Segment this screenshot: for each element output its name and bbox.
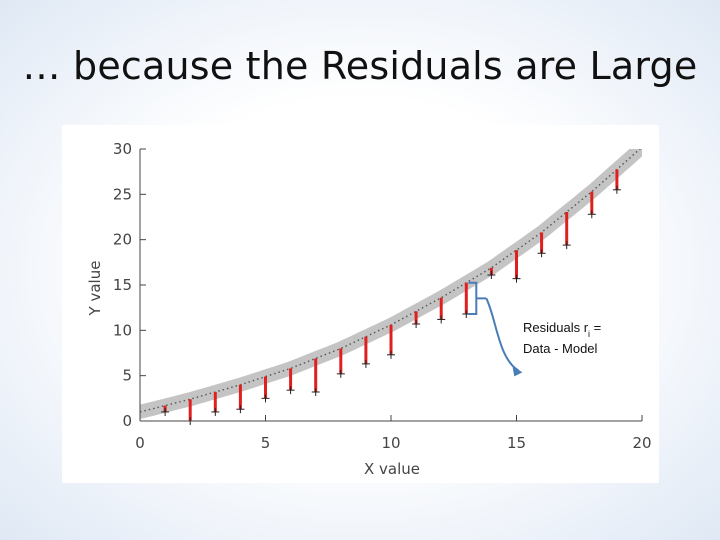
data-point bbox=[612, 185, 621, 194]
y-tick-label: 20 bbox=[113, 231, 132, 249]
y-axis-label: Y value bbox=[86, 261, 104, 317]
data-point bbox=[361, 359, 370, 368]
data-point bbox=[562, 241, 571, 250]
callout-arrowhead bbox=[512, 365, 523, 377]
data-point bbox=[487, 271, 496, 280]
model-curve-group bbox=[140, 149, 642, 419]
y-tick-label: 15 bbox=[113, 276, 132, 294]
tick-labels-group: 0 5 10 15 20 0 5 10 15 20 25 30 bbox=[113, 140, 652, 452]
chart-svg: 0 5 10 15 20 0 5 10 15 20 25 30 X value Y value Res… bbox=[86, 140, 652, 478]
y-tick-label: 0 bbox=[122, 412, 132, 430]
y-tick-label: 25 bbox=[113, 185, 132, 203]
callout-line-1-suffix: = bbox=[590, 320, 601, 335]
data-point bbox=[311, 387, 320, 396]
data-point bbox=[236, 405, 245, 414]
x-tick-label: 5 bbox=[261, 434, 271, 452]
callout-line-1-prefix: Residuals r bbox=[523, 320, 589, 335]
data-point bbox=[512, 274, 521, 283]
y-tick-label: 30 bbox=[113, 140, 132, 158]
y-tick-label: 5 bbox=[122, 367, 132, 385]
data-points-group bbox=[161, 185, 621, 425]
data-point bbox=[537, 249, 546, 258]
residuals-chart: 0 5 10 15 20 0 5 10 15 20 25 30 X value Y value Res… bbox=[62, 125, 659, 483]
data-point bbox=[587, 210, 596, 219]
data-point bbox=[261, 394, 270, 403]
data-point bbox=[161, 407, 170, 416]
data-point bbox=[387, 350, 395, 359]
residual-callout: Residuals ri = Data - Model bbox=[468, 281, 601, 377]
x-tick-label: 15 bbox=[507, 434, 526, 452]
x-tick-label: 0 bbox=[135, 434, 145, 452]
x-tick-label: 10 bbox=[381, 434, 400, 452]
data-point bbox=[286, 386, 295, 395]
data-point bbox=[437, 315, 446, 324]
x-tick-label: 20 bbox=[632, 434, 651, 452]
slide-title: … because the Residuals are Large bbox=[22, 44, 698, 88]
data-point bbox=[412, 319, 421, 328]
callout-line-2: Data - Model bbox=[523, 341, 598, 356]
callout-line-1: Residuals ri = bbox=[523, 320, 601, 339]
x-axis-label: X value bbox=[364, 460, 420, 478]
callout-arrow bbox=[485, 297, 519, 372]
callout-bracket bbox=[468, 281, 487, 316]
model-band bbox=[140, 149, 642, 419]
axes-group bbox=[139, 148, 643, 422]
callout-subscript: i bbox=[588, 329, 590, 339]
data-point bbox=[211, 407, 220, 416]
y-tick-label: 10 bbox=[113, 321, 132, 339]
data-point bbox=[336, 369, 345, 378]
model-line bbox=[140, 149, 642, 413]
